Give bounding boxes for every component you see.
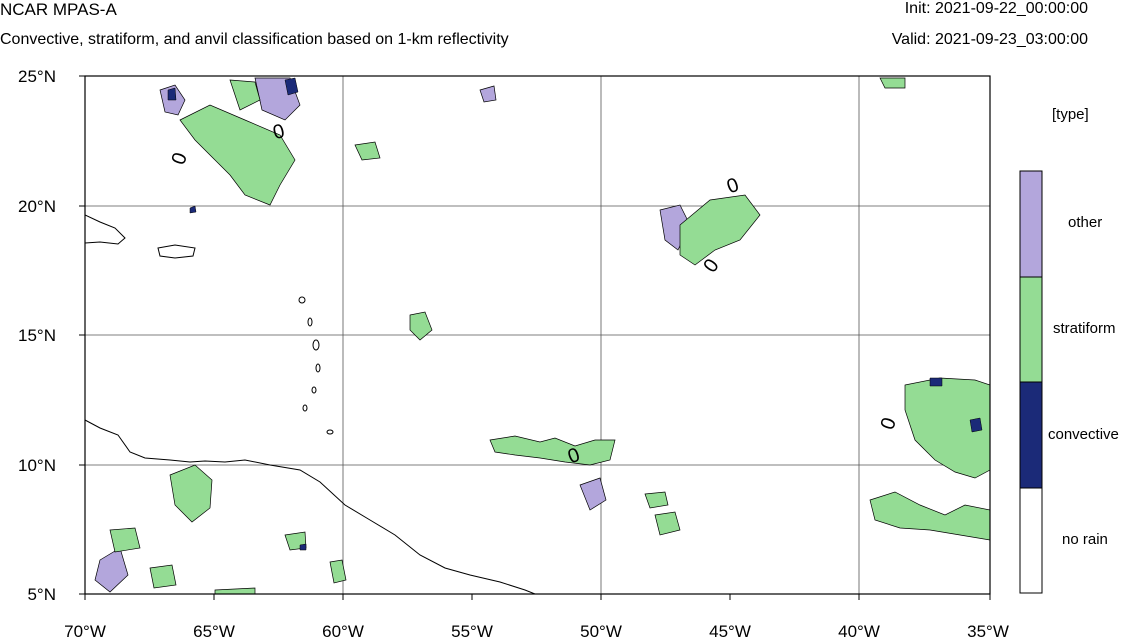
coastline-south-america: [85, 419, 536, 594]
legend-label-other: other: [1068, 214, 1103, 231]
legend-swatch-convective: [1019, 381, 1043, 489]
lat-label: 15°N: [18, 326, 56, 345]
lon-label: 65°W: [193, 622, 235, 641]
page-title: NCAR MPAS-A: [0, 0, 117, 19]
lat-label: 20°N: [18, 197, 56, 216]
lon-label: 35°W: [967, 622, 1009, 641]
cells-convective: [167, 77, 983, 551]
lat-label: 10°N: [18, 456, 56, 475]
longitude-labels: 70°W 65°W 60°W 55°W 50°W 45°W 40°W 35°W: [64, 622, 1009, 641]
legend-colorbar: [1019, 170, 1043, 594]
lon-label: 45°W: [709, 622, 751, 641]
legend-swatch-stratiform: [1019, 276, 1043, 383]
lat-label: 25°N: [18, 67, 56, 86]
lesser-antilles: [298, 296, 334, 435]
lon-label: 70°W: [64, 622, 106, 641]
lon-label: 60°W: [322, 622, 364, 641]
cells-stratiform: [109, 77, 990, 594]
latitude-labels: 25°N 20°N 15°N 10°N 5°N: [18, 67, 56, 604]
legend-swatch-no-rain: [1019, 487, 1043, 594]
lon-label: 50°W: [580, 622, 622, 641]
legend-label-stratiform: stratiform: [1053, 320, 1116, 337]
lon-label: 40°W: [838, 622, 880, 641]
page-subtitle: Convective, stratiform, and anvil classi…: [0, 31, 509, 48]
island-puerto-rico: [157, 244, 196, 259]
lat-label: 5°N: [27, 585, 56, 604]
legend-title: [type]: [1052, 106, 1089, 123]
island-hispaniola: [85, 214, 126, 245]
axis-ticks: [79, 75, 991, 600]
contour-label: 0: [271, 120, 287, 144]
lon-label: 55°W: [451, 622, 493, 641]
legend-label-no-rain: no rain: [1062, 531, 1108, 548]
legend-swatch-other: [1019, 170, 1043, 278]
legend-label-convective: convective: [1048, 426, 1119, 443]
init-time: Init: 2021-09-22_00:00:00: [904, 0, 1088, 17]
map-gridlines: [85, 76, 990, 594]
valid-time: Valid: 2021-09-23_03:00:00: [891, 31, 1088, 48]
